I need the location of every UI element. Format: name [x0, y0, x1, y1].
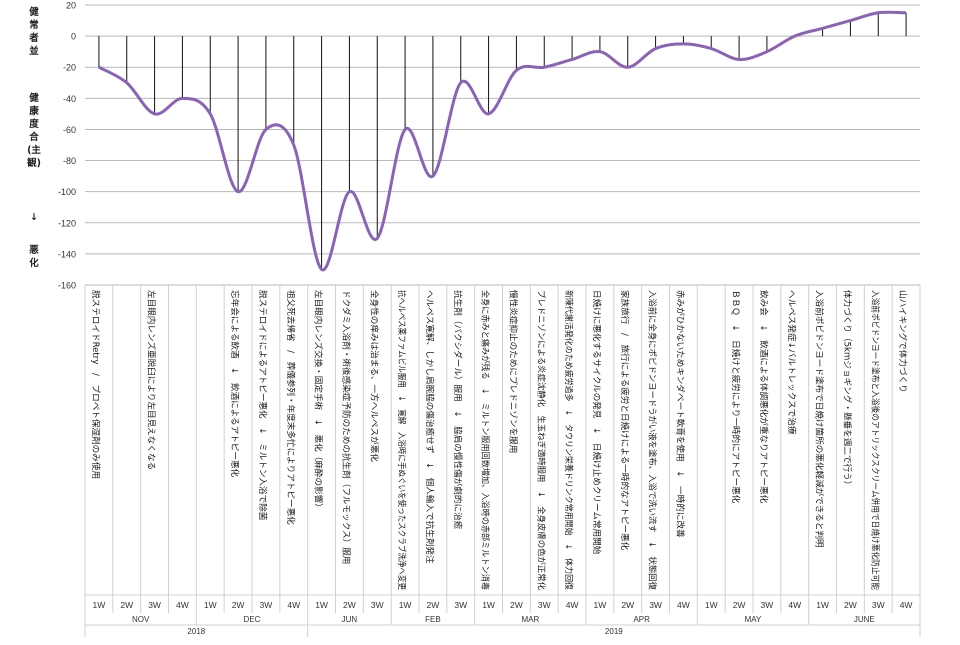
annotation-text: ドクダミ入浴剤・術後感染症予防のための抗生剤（フルモックス）服用: [340, 290, 352, 564]
week-label: 4W: [566, 600, 579, 610]
week-label: 3W: [538, 600, 551, 610]
y-tick-label: -140: [58, 249, 76, 259]
annotation-text: 慢性炎症抑止のためにプレドニゾンを服用: [507, 290, 519, 453]
month-label: MAR: [521, 615, 539, 624]
annotation-text: 新陳代謝活発化のため疲労過多 ↓ タウリン栄養ドリンク常用開始 ↓ 体力回復: [563, 290, 575, 590]
annotation-text: 体力づくり（5kmジョギング・懸垂を週二で行う）: [841, 290, 853, 489]
y-tick-label: -160: [58, 281, 76, 291]
week-label: 2W: [844, 600, 857, 610]
week-label: 2W: [427, 600, 440, 610]
week-label: 2W: [232, 600, 245, 610]
annotation-text: ＢＢＱ ↓ 日焼けと疲労により一時的にアトピー悪化: [730, 290, 742, 504]
annotation-text: 祖父死去帰省 / 葬儀参列・年度末多忙によりアトピー悪化: [285, 290, 297, 525]
week-label: 1W: [482, 600, 495, 610]
y-axis-label-top: 健常者並: [29, 7, 39, 57]
annotation-text: 入浴前ポビドンヨード塗布で日焼け箇所の悪化軽減ができると判明: [814, 290, 826, 548]
y-tick-label: 20: [66, 1, 76, 11]
week-label: 3W: [260, 600, 273, 610]
annotation-text: ヘルペス寛解、しかし肩腕脇の傷治癒せず ↓ 個人輸入で抗生剤発注: [424, 290, 436, 564]
annotation-text: ヘルペス発症↓バルトレックスで治療: [786, 290, 798, 435]
week-label: 3W: [649, 600, 662, 610]
y-tick-label: -80: [63, 156, 76, 166]
annotation-text: 山ハイキングで体力づくり: [897, 290, 909, 393]
annotation-text: 入浴前ポビドンヨード塗布と入浴後のアトリックスクリーム併用で日焼け悪化防止可能: [869, 290, 881, 590]
week-label: 2W: [733, 600, 746, 610]
week-label: 3W: [371, 600, 384, 610]
week-label: 2W: [621, 600, 634, 610]
week-label: 4W: [176, 600, 189, 610]
week-label: 1W: [399, 600, 412, 610]
annotation-text: 左目眼内レンズ交換・固定手術 ↓ 悪化（麻酔の影響）: [313, 290, 325, 512]
annotation-text: 日焼けに悪化するサイクルの発見 ↓ 日焼け止めクリーム常用開始: [591, 290, 603, 555]
month-label: MAY: [745, 615, 762, 624]
x-axis-table: 1W 2W 3W 4W 1W 2W 3W 4W 1W 2W 3W 1W 2W 3W 1W 2W 3W 4W 1W 2W…: [84, 285, 921, 637]
y-tick-label: -20: [63, 63, 76, 73]
y-tick-label: -100: [58, 187, 76, 197]
annotation-text: 赤みがひかないためキンダベート軟膏を使用 ↓ 一時的に改善: [674, 290, 686, 538]
week-label: 4W: [677, 600, 690, 610]
annotation-text: 忘年会による飲酒 ↓ 飲酒によるアトピー悪化: [229, 290, 241, 478]
week-label: 2W: [343, 600, 356, 610]
year-label: 2018: [187, 627, 205, 636]
month-label: DEC: [244, 615, 261, 624]
annotation-text: 抗生剤（バクシダール）服用 ↓ 脇肩の慢性傷が劇的に治癒: [452, 290, 464, 530]
annotation-text: 抗ヘルペス薬ファムビル服用 ↓ 寛解 入浴時に手ぬぐいを使ったスクラブ洗浄へ変更: [396, 290, 408, 590]
y-ticks: 20 0 -20 -40 -60 -80 -100 -120 -140 -160: [58, 1, 76, 291]
annotation-text: 全身に赤みと痛みが残る ↓ ミルトン服用回数増加、入浴時の赤部ミルトン消毒: [480, 290, 492, 590]
annotation-text: 飲み会 ↓ 飲酒による体調悪化が重なりアトピー悪化: [758, 290, 770, 504]
y-axis-label-mid: 健康度合(主観): [27, 93, 41, 169]
week-label: 1W: [204, 600, 217, 610]
y-tick-label: -60: [63, 125, 76, 135]
week-label: 4W: [287, 600, 300, 610]
week-label: 3W: [872, 600, 885, 610]
y-axis-label-bottom: 悪化: [29, 245, 39, 269]
annotations: 脱ステロイドRetry / プロペト保湿剤のみ使用 左目眼内レンズ亜脱臼により左目…: [90, 290, 909, 590]
month-label: JUNE: [854, 615, 875, 624]
week-label: 1W: [705, 600, 718, 610]
annotation-text: 脱ステロイドによるアトピー悪化 ↓ ミルトン入浴で除菌: [257, 290, 269, 521]
week-label: 3W: [454, 600, 467, 610]
y-tick-label: -120: [58, 218, 76, 228]
week-label: 4W: [788, 600, 801, 610]
month-label: FEB: [425, 615, 441, 624]
y-tick-label: 0: [71, 32, 76, 42]
month-label: JUN: [342, 615, 358, 624]
week-label: 2W: [120, 600, 133, 610]
annotation-text: 入浴前に全身にポビドンヨードうがい液を塗布、入浴で洗い流す ↓ 状態回復: [647, 290, 659, 590]
year-label: 2019: [605, 627, 623, 636]
month-label: NOV: [132, 615, 150, 624]
y-tick-label: -40: [63, 94, 76, 104]
drop-lines: [98, 12, 907, 270]
annotation-text: プレドニゾンによる炎症沈静化 生玉ねぎ適時服用 ↓ 全身皮膚の色が正常化: [535, 290, 547, 590]
week-label: 1W: [315, 600, 328, 610]
week-label: 3W: [148, 600, 161, 610]
annotation-text: 全身性の痒みは治まる、一方ヘルペスが悪化: [368, 290, 380, 462]
y-axis-label-arrow: ↓: [30, 212, 38, 223]
series-line: [98, 10, 907, 272]
week-label: 1W: [816, 600, 829, 610]
week-label: 4W: [900, 600, 913, 610]
week-label: 3W: [761, 600, 774, 610]
week-label: 2W: [510, 600, 523, 610]
annotation-text: 左目眼内レンズ亜脱臼により左目見えなくなる: [146, 290, 158, 470]
annotation-text: 家族旅行 / 旅行による疲労と日焼けによる一時的なアトピー悪化: [619, 290, 631, 551]
week-label: 1W: [93, 600, 106, 610]
week-label: 1W: [594, 600, 607, 610]
month-label: APR: [633, 615, 650, 624]
annotation-text: 脱ステロイドRetry / プロペト保湿剤のみ使用: [90, 290, 102, 479]
